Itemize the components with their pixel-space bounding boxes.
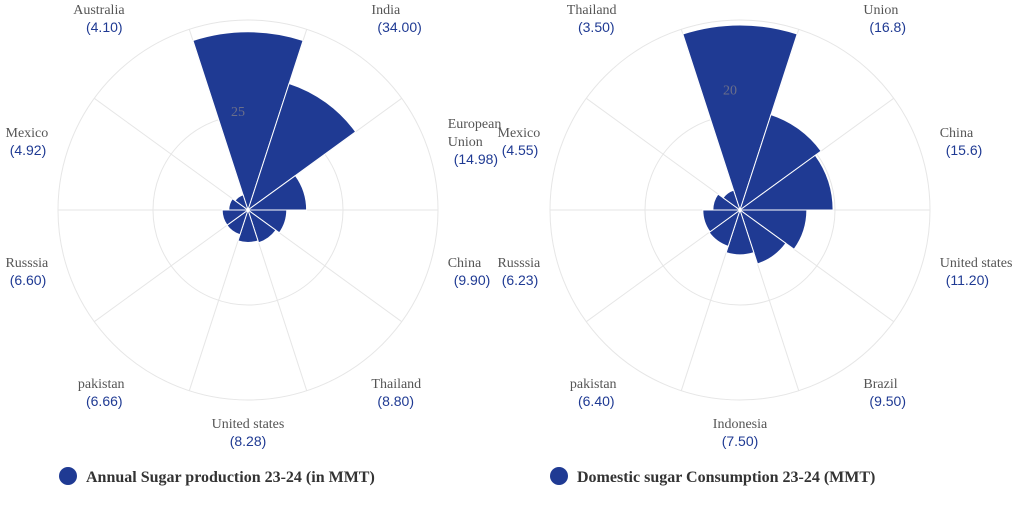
category-name: pakistan [78, 377, 125, 392]
legend-production: Annual Sugar production 23-24 (in MMT) [59, 467, 375, 486]
category-name: China [940, 126, 974, 141]
bar-brazil [192, 31, 304, 212]
category-name: Russsia [497, 256, 541, 271]
category-value: (4.92) [10, 142, 47, 158]
bar-united-states [738, 209, 808, 250]
category-value: (11.20) [946, 272, 989, 288]
category-label-indonesia: Indonesia(7.50) [713, 417, 768, 449]
consumption-polar-chart: 20India(31.0)EuropeanUnion(16.8)China(15… [497, 0, 1012, 449]
category-name: China [448, 256, 482, 271]
radial-tick-label: 20 [723, 84, 737, 99]
category-label-brazil: Brazil(9.50) [863, 377, 906, 409]
bar-china [246, 209, 288, 234]
bar-china [738, 154, 834, 211]
bar-russsia [221, 209, 250, 226]
category-label-china: China(15.6) [940, 126, 983, 158]
bar-india [247, 82, 357, 212]
category-value: (8.80) [377, 393, 414, 409]
category-label-thailand: Thailand(8.80) [371, 377, 421, 409]
category-value: (6.40) [578, 393, 615, 409]
category-value: (4.55) [502, 142, 539, 158]
category-name: Thailand [567, 3, 617, 18]
bar-indonesia [725, 208, 755, 256]
bar-mexico [228, 197, 250, 211]
category-label-india: India(34.00) [371, 3, 421, 35]
category-label-pakistan: pakistan(6.40) [570, 377, 617, 409]
category-name: India [371, 3, 401, 18]
category-value: (6.60) [10, 272, 47, 288]
category-value: (16.8) [869, 19, 906, 35]
category-label-united-states: United states(8.28) [212, 417, 285, 449]
grid-spoke [585, 97, 741, 211]
category-name: pakistan [570, 377, 617, 392]
category-name: United states [940, 256, 1013, 271]
category-value: (6.66) [86, 393, 123, 409]
category-label-russsia: Russsia(6.23) [497, 256, 541, 288]
bar-brazil [739, 208, 787, 265]
legend-consumption: Domestic sugar Consumption 23-24 (MMT) [550, 467, 875, 486]
category-name: Australia [73, 3, 125, 18]
legend-consumption-label: Domestic sugar Consumption 23-24 (MMT) [577, 469, 875, 486]
production-polar-chart: 25Brazil(45.54)India(34.00)EuropeanUnion… [5, 3, 502, 449]
category-name: Mexico [6, 126, 49, 141]
category-name: Mexico [498, 126, 541, 141]
category-name: United states [212, 417, 285, 432]
bar-mexico [712, 193, 742, 211]
category-value: (14.98) [454, 151, 498, 167]
category-label-mexico: Mexico(4.92) [6, 126, 49, 158]
bar-india [682, 24, 798, 212]
bar-pakistan [708, 208, 741, 247]
legend-consumption-swatch [550, 467, 568, 485]
category-label-thailand: Thailand(3.50) [567, 3, 617, 35]
category-value: (8.28) [230, 433, 267, 449]
category-name: European [448, 117, 502, 132]
radial-tick-label: 25 [231, 105, 245, 120]
category-value: (15.6) [946, 142, 983, 158]
bar-european-union [739, 114, 822, 212]
category-value: (9.50) [869, 393, 906, 409]
category-name: Union [448, 135, 483, 150]
category-name: Thailand [371, 377, 421, 392]
category-label-russsia: Russsia(6.60) [5, 256, 49, 288]
legend-production-label: Annual Sugar production 23-24 (in MMT) [86, 469, 375, 486]
category-value: (6.23) [502, 272, 539, 288]
category-value: (7.50) [722, 433, 759, 449]
bar-united-states [237, 208, 259, 243]
category-value: (34.00) [377, 19, 421, 35]
bar-thailand [247, 208, 277, 244]
category-name: Union [863, 3, 898, 18]
grid-spoke [93, 97, 249, 211]
category-label-pakistan: pakistan(6.66) [78, 377, 125, 409]
category-label-mexico: Mexico(4.55) [498, 126, 541, 158]
category-label-european-union: European Union(14.98) [448, 117, 502, 167]
bar-european-union [246, 174, 308, 211]
category-value: (9.90) [454, 272, 491, 288]
category-name: Russsia [5, 256, 49, 271]
category-label-united-states: United states(11.20) [940, 256, 1013, 288]
legend-production-swatch [59, 467, 77, 485]
category-name: Indonesia [713, 417, 768, 432]
category-label-china: China(9.90) [448, 256, 491, 288]
bar-thailand [722, 189, 741, 212]
bar-australia [234, 194, 249, 212]
category-value: (4.10) [86, 19, 123, 35]
category-name: Brazil [863, 377, 897, 392]
category-value: (3.50) [578, 19, 615, 35]
grid-spoke [93, 209, 249, 323]
category-label-australia: Australia(4.10) [73, 3, 125, 35]
bar-russsia [702, 209, 742, 233]
